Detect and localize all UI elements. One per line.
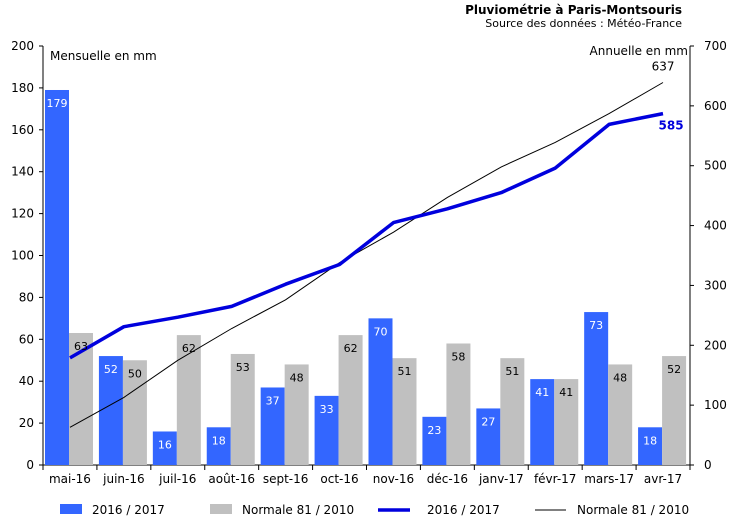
bar-normale-label: 48 (290, 371, 304, 384)
y-left-tick-label: 20 (19, 416, 34, 430)
y-right-tick-label: 500 (704, 159, 727, 173)
y-right-tick-label: 100 (704, 398, 727, 412)
bar-normale (176, 335, 201, 465)
annotation-last-normal: 637 (652, 60, 675, 74)
bar-2016-2017 (260, 387, 285, 465)
bar-normale-label: 62 (182, 342, 196, 355)
x-tick-label: mars-17 (584, 472, 634, 486)
bar-2016-2017-label: 52 (104, 363, 118, 376)
bar-normale-label: 53 (236, 361, 250, 374)
bar-2016-2017 (368, 318, 393, 465)
bar-2016-2017-label: 41 (535, 386, 549, 399)
bar-normale-label: 58 (451, 350, 465, 363)
y-left-tick-label: 180 (11, 81, 34, 95)
bar-normale (230, 353, 255, 465)
y-left-tick-label: 60 (19, 332, 34, 346)
x-tick-label: sept-16 (263, 472, 309, 486)
bar-2016-2017-label: 73 (589, 319, 603, 332)
y-left-tick-label: 40 (19, 374, 34, 388)
legend-label-line-normale: Normale 81 / 2010 (577, 503, 689, 517)
bar-normale (338, 335, 363, 465)
bar-2016-2017 (638, 427, 663, 465)
x-tick-label: avr-17 (644, 472, 682, 486)
line-normale (69, 82, 664, 428)
bar-normale-label: 63 (74, 340, 88, 353)
bar-normale-label: 52 (667, 363, 681, 376)
x-tick-label: janv-17 (478, 472, 524, 486)
y-left-tick-label: 80 (19, 290, 34, 304)
bar-2016-2017 (584, 312, 609, 465)
legend-label-bar-2016-2017: 2016 / 2017 (92, 503, 165, 517)
y-left-tick-label: 160 (11, 123, 34, 137)
bar-normale (284, 364, 309, 465)
bar-normale (662, 356, 687, 465)
bar-2016-2017 (206, 427, 231, 465)
y-left-tick-label: 100 (11, 249, 34, 263)
legend-label-bar-normale: Normale 81 / 2010 (242, 503, 354, 517)
bar-normale-label: 51 (398, 365, 412, 378)
bar-2016-2017 (530, 379, 555, 465)
bar-2016-2017-label: 179 (47, 97, 68, 110)
y-right-tick-label: 700 (704, 39, 727, 53)
bar-2016-2017-label: 18 (212, 434, 226, 447)
bar-2016-2017-label: 70 (374, 325, 388, 338)
bar-2016-2017 (45, 89, 69, 466)
bar-2016-2017 (314, 395, 339, 465)
bar-2016-2017 (98, 356, 123, 465)
y-left-axis-label: Mensuelle en mm (50, 49, 157, 63)
bar-normale-label: 51 (505, 365, 519, 378)
line-2016-2017 (69, 111, 664, 360)
bar-2016-2017-label: 33 (320, 403, 334, 416)
x-tick-label: nov-16 (373, 472, 414, 486)
bar-2016-2017-label: 23 (427, 424, 441, 437)
bar-normale-label: 50 (128, 367, 142, 380)
bar-normale (392, 358, 417, 465)
y-right-axis-label: Annuelle en mm (590, 44, 688, 58)
y-right-tick-label: 300 (704, 278, 727, 292)
chart-subtitle: Source des données : Météo-France (485, 17, 682, 30)
x-tick-label: juin-16 (102, 472, 144, 486)
y-right-tick-label: 600 (704, 99, 727, 113)
legend-swatch-bar-normale (210, 504, 232, 514)
bar-2016-2017-label: 27 (481, 415, 495, 428)
bar-normale-label: 62 (344, 342, 358, 355)
bar-2016-2017-label: 16 (158, 438, 172, 451)
x-tick-label: mai-16 (49, 472, 91, 486)
bar-2016-2017 (152, 431, 177, 465)
chart-title: Pluviométrie à Paris-Montsouris (465, 3, 682, 17)
x-tick-label: févr-17 (534, 472, 576, 486)
x-tick-label: déc-16 (427, 472, 468, 486)
bar-normale-label: 41 (559, 386, 573, 399)
bar-normale (446, 343, 471, 465)
bar-2016-2017-label: 37 (266, 394, 280, 407)
y-left-tick-label: 200 (11, 39, 34, 53)
y-left-tick-label: 140 (11, 165, 34, 179)
bar-2016-2017-label: 18 (643, 434, 657, 447)
y-right-tick-label: 200 (704, 338, 727, 352)
x-tick-label: juil-16 (158, 472, 196, 486)
bar-2016-2017 (422, 416, 447, 465)
legend-swatch-bar-2016-2017 (60, 504, 82, 514)
x-tick-label: oct-16 (320, 472, 358, 486)
bar-normale (122, 360, 147, 465)
x-tick-label: août-16 (208, 472, 255, 486)
bar-normale (554, 379, 579, 465)
y-left-tick-label: 120 (11, 207, 34, 221)
y-right-tick-label: 0 (704, 458, 712, 472)
bar-normale (608, 364, 633, 465)
legend-label-line-2016-2017: 2016 / 2017 (427, 503, 500, 517)
bar-2016-2017 (476, 408, 501, 465)
y-left-tick-label: 0 (26, 458, 34, 472)
bar-normale-label: 48 (613, 371, 627, 384)
y-right-tick-label: 400 (704, 219, 727, 233)
bar-normale (500, 358, 525, 465)
annotation-last-cumul: 585 (659, 119, 684, 133)
